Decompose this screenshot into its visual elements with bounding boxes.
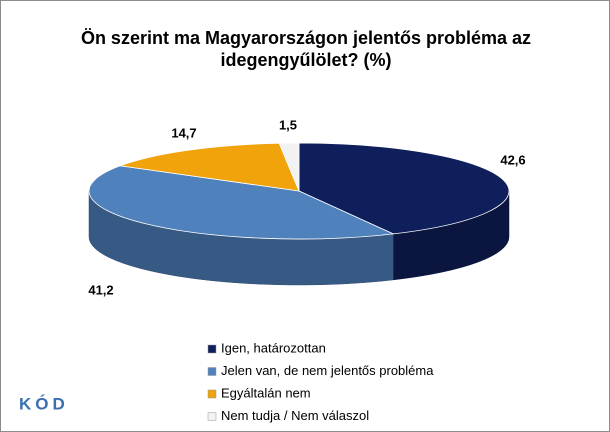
legend-swatch (207, 344, 217, 354)
legend-swatch (207, 367, 217, 376)
data-label: 14,7 (171, 125, 196, 140)
legend-label: Nem tudja / Nem válaszol (221, 408, 369, 423)
pie-slice (120, 142, 300, 192)
data-label: 41,2 (88, 282, 113, 297)
data-label: 42,6 (500, 152, 525, 167)
logo-box (17, 396, 75, 414)
pie-slice (88, 165, 395, 240)
pie-slice (278, 142, 300, 192)
logo: KÓD (19, 394, 69, 413)
legend-swatch (207, 412, 217, 421)
data-label: 1,5 (279, 117, 297, 132)
pie-slice (298, 142, 510, 235)
legend-label: Egyáltalán nem (221, 385, 311, 400)
legend-swatch (207, 389, 217, 399)
chart-title: Ön szerint ma Magyarországon jelentős pr… (80, 28, 532, 70)
legend-label: Jelen van, de nem jelentős probléma (221, 363, 434, 378)
legend-label: Igen, határozottan (221, 340, 326, 355)
